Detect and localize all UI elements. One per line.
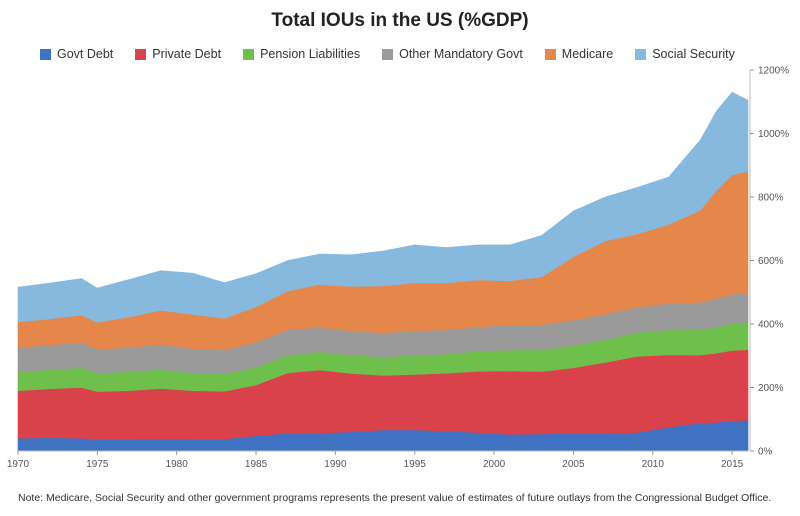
legend-swatch — [544, 48, 556, 60]
legend-item-govt-debt: Govt Debt — [40, 47, 113, 61]
x-tick-label: 2010 — [642, 459, 665, 470]
x-tick-label: 2005 — [562, 459, 585, 470]
y-tick-label: 1000% — [758, 129, 789, 140]
legend-item-medicare: Medicare — [544, 47, 614, 61]
legend-item-other-mandatory-govt: Other Mandatory Govt — [382, 47, 523, 61]
y-tick-label: 800% — [758, 193, 784, 204]
x-tick-label: 1975 — [86, 459, 109, 470]
chart-note: Note: Medicare, Social Security and othe… — [18, 492, 772, 504]
x-tick-label: 1985 — [245, 459, 268, 470]
x-tick-label: 1995 — [404, 459, 427, 470]
legend-label: Govt Debt — [57, 47, 114, 61]
area-series-social-security — [17, 91, 749, 323]
legend-label: Other Mandatory Govt — [399, 47, 523, 61]
x-tick-label: 1980 — [166, 459, 189, 470]
legend-item-pension-liabilities: Pension Liabilities — [243, 47, 360, 61]
y-tick-label: 600% — [758, 256, 784, 267]
legend-item-social-security: Social Security — [635, 47, 735, 61]
y-tick-label: 1200% — [758, 66, 789, 77]
legend-label: Medicare — [561, 47, 614, 61]
y-tick-label: 400% — [758, 320, 784, 331]
x-tick-label: 2000 — [483, 459, 506, 470]
x-tick-label: 2015 — [721, 459, 744, 470]
legend-label: Pension Liabilities — [260, 47, 361, 61]
chart-title: Total IOUs in the US (%GDP) — [271, 10, 529, 31]
y-tick-label: 0% — [758, 447, 773, 458]
x-tick-label: 1970 — [7, 459, 30, 470]
x-tick-label: 1990 — [324, 459, 347, 470]
legend-swatch — [382, 48, 394, 60]
legend-item-private-debt: Private Debt — [135, 47, 221, 61]
legend-swatch — [40, 48, 51, 60]
chart-legend: Govt Debt Private Debt Pension Liabilities… — [40, 47, 760, 61]
legend-label: Private Debt — [152, 47, 222, 61]
legend-label: Social Security — [652, 47, 735, 61]
legend-swatch — [243, 48, 255, 60]
y-tick-label: 200% — [758, 383, 784, 394]
legend-swatch — [135, 48, 147, 60]
legend-swatch — [635, 48, 647, 60]
